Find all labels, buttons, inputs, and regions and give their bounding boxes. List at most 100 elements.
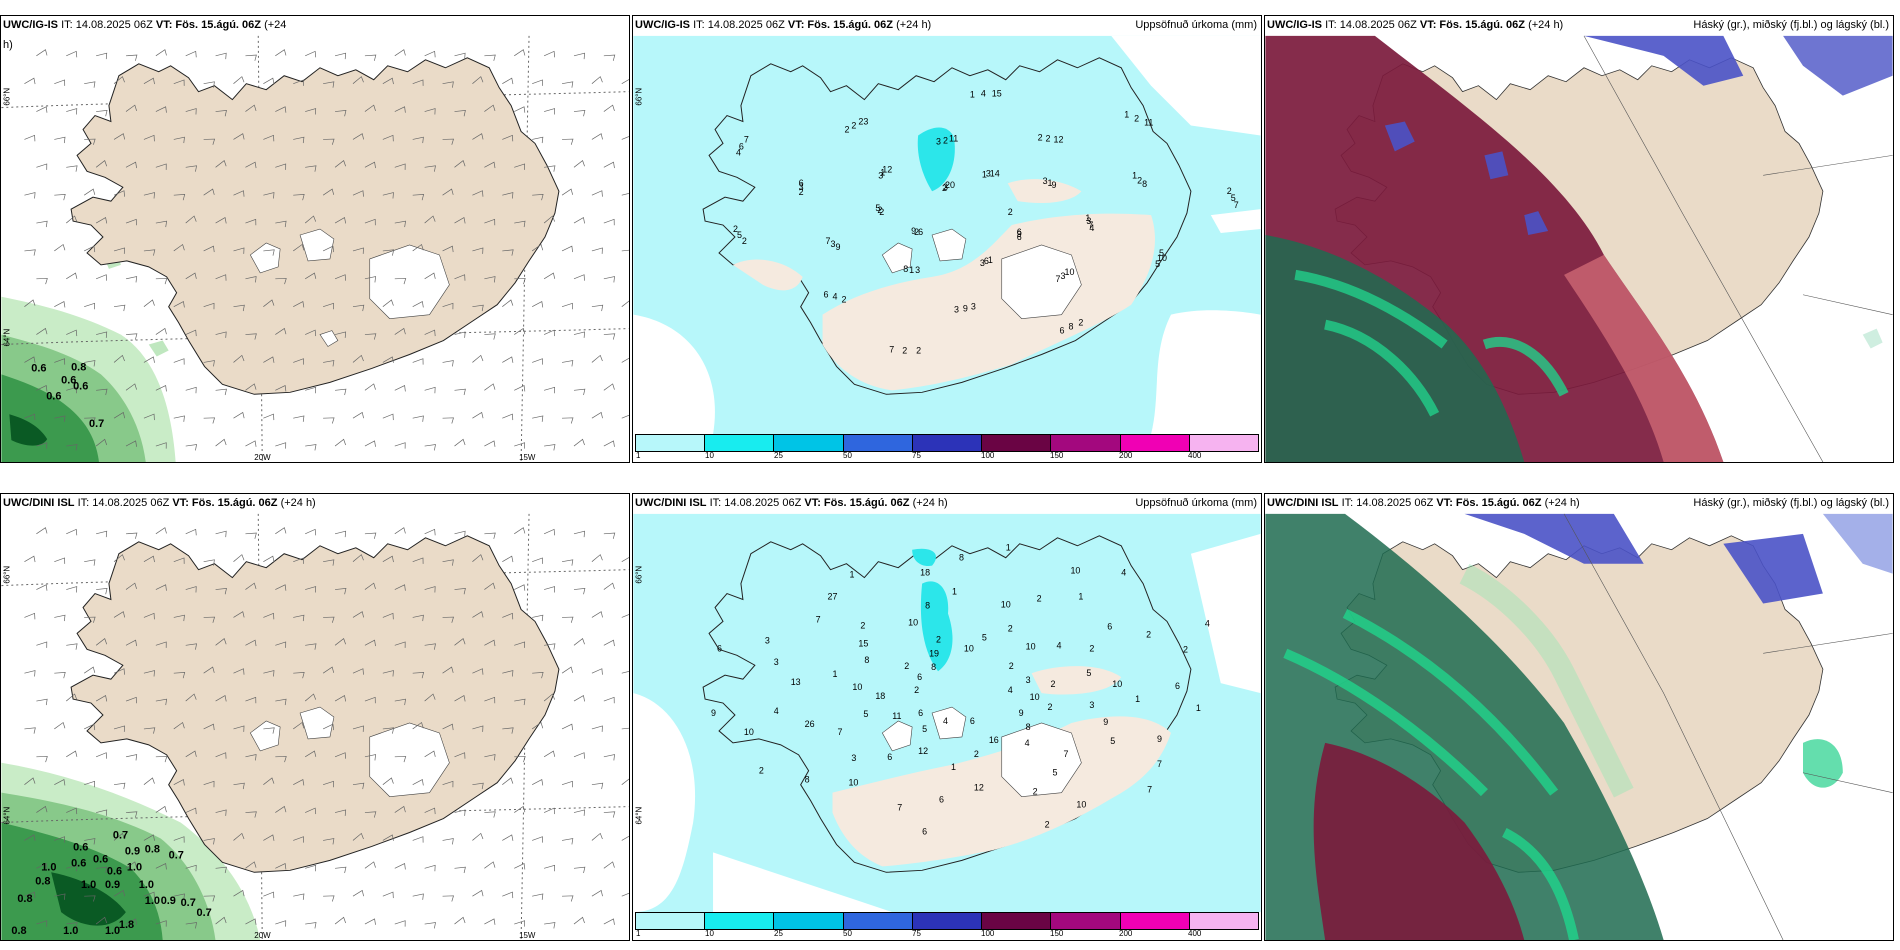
wind-barb <box>364 532 377 539</box>
precip-amount-label: 10 <box>908 617 918 627</box>
precip-amount-label: 9 <box>836 242 841 252</box>
wind-barb <box>591 832 603 841</box>
wind-barb <box>334 160 346 168</box>
wind-barb <box>275 862 287 870</box>
wind-barb <box>591 411 603 419</box>
wind-barb <box>322 666 335 674</box>
wind-barb <box>412 136 424 144</box>
legend-swatch <box>912 435 983 451</box>
wind-barb <box>502 612 514 620</box>
wind-barb <box>113 889 126 897</box>
wind-barb <box>155 805 167 813</box>
precip-amount-label: 3 <box>915 265 920 275</box>
precip-amount-label: 1 <box>1135 694 1140 704</box>
wind-barb <box>352 725 364 732</box>
wind-barb <box>532 136 544 144</box>
wind-barb <box>424 272 436 280</box>
precip-amount-label: 2 <box>1227 186 1232 196</box>
wind-barb <box>203 895 216 902</box>
wind-barb <box>382 834 394 841</box>
wind-barb <box>323 895 335 902</box>
wind-barb <box>84 838 96 845</box>
wind-barb <box>36 163 48 170</box>
wind-barb <box>263 555 275 563</box>
wind-barb <box>293 301 305 308</box>
wind-barb <box>24 413 36 421</box>
wind-barb <box>233 554 245 562</box>
wind-barb <box>155 584 167 591</box>
wind-barb <box>382 777 394 785</box>
wind-barb <box>54 136 66 144</box>
wind-barb <box>484 440 496 447</box>
panel-title: UWC/IG-IS IT: 14.08.2025 06Z VT: Fös. 15… <box>1267 19 1889 31</box>
wind-barb <box>352 247 364 254</box>
wind-barb <box>36 49 48 57</box>
precip-amount-label: 3 <box>1060 271 1065 281</box>
wind-barb <box>263 612 275 620</box>
wind-barb <box>424 165 436 172</box>
wind-barb <box>352 354 364 363</box>
wind-barb <box>113 76 125 84</box>
wind-barb <box>424 386 436 394</box>
precip-amount-label: 11 <box>892 711 901 721</box>
dini-wind-gust-map: 0.6 0.7 0.6 0.9 0.8 0.7 0.6 1.0 0.8 0.6 1.0 0.9 0.8 1… <box>0 493 630 941</box>
legend-tick: 25 <box>774 451 783 460</box>
precip-amount-label: 2 <box>1008 623 1013 633</box>
wind-barb <box>322 780 334 788</box>
wind-barb <box>245 54 257 61</box>
wind-barb <box>621 614 629 618</box>
precip-amount-label: 5 <box>1110 736 1115 746</box>
legend-swatch <box>982 913 1052 929</box>
wind-barb <box>95 274 107 281</box>
wind-barb <box>203 188 215 196</box>
wind-barb <box>215 530 227 538</box>
wind-barb <box>36 384 48 392</box>
wind-barb <box>532 557 543 564</box>
wind-barb <box>382 134 394 142</box>
wind-barb <box>364 639 376 647</box>
wind-barb <box>203 616 216 623</box>
legend-tick: 200 <box>1119 929 1133 938</box>
wind-barb <box>215 52 227 60</box>
legend-tick: 25 <box>774 929 783 938</box>
wind-barb <box>621 727 629 730</box>
wind-barb <box>514 384 526 392</box>
wind-barb <box>155 641 167 648</box>
legend-ticks: 1 10 25 50 75 100 150 200 400 <box>635 451 1259 461</box>
wind-barb <box>203 302 215 310</box>
precip-amount-label: 20 <box>945 180 955 190</box>
wind-barb <box>143 834 155 841</box>
precip-amount-label: 2 <box>1146 629 1151 639</box>
wind-barb <box>173 79 185 86</box>
precip-amount-label: 3 <box>1043 176 1048 186</box>
wind-barb <box>573 274 585 281</box>
wind-barb <box>125 532 138 539</box>
precip-amount-label: 10 <box>852 682 862 692</box>
wind-barb <box>532 836 543 843</box>
lon-label: 20W <box>254 453 271 462</box>
wind-barb <box>54 721 66 730</box>
wind-barb <box>155 442 167 449</box>
wind-barb <box>125 54 138 61</box>
precip-amount-label: 2 <box>974 749 979 759</box>
wind-barb <box>472 190 484 197</box>
wind-barb <box>155 527 167 535</box>
precip-amount-label: 10 <box>744 727 754 737</box>
wind-barb <box>155 384 167 392</box>
gust-shading <box>1 762 261 940</box>
wind-barb <box>84 245 96 253</box>
wind-barb <box>83 666 96 674</box>
precip-amount-label: 2 <box>877 205 882 215</box>
wind-barb <box>382 356 394 363</box>
legend-tick: 400 <box>1188 929 1202 938</box>
wind-barb <box>24 612 36 620</box>
precip-amount-label: 9 <box>1019 708 1024 718</box>
wind-barb <box>394 641 406 648</box>
wind-barb <box>544 386 556 394</box>
precip-amount-label: 1 <box>1132 170 1137 180</box>
legend-swatch <box>1051 435 1121 451</box>
wind-barb <box>514 327 526 335</box>
wind-barb <box>215 160 227 168</box>
wind-barb <box>454 52 466 60</box>
wind-barb <box>484 754 496 761</box>
